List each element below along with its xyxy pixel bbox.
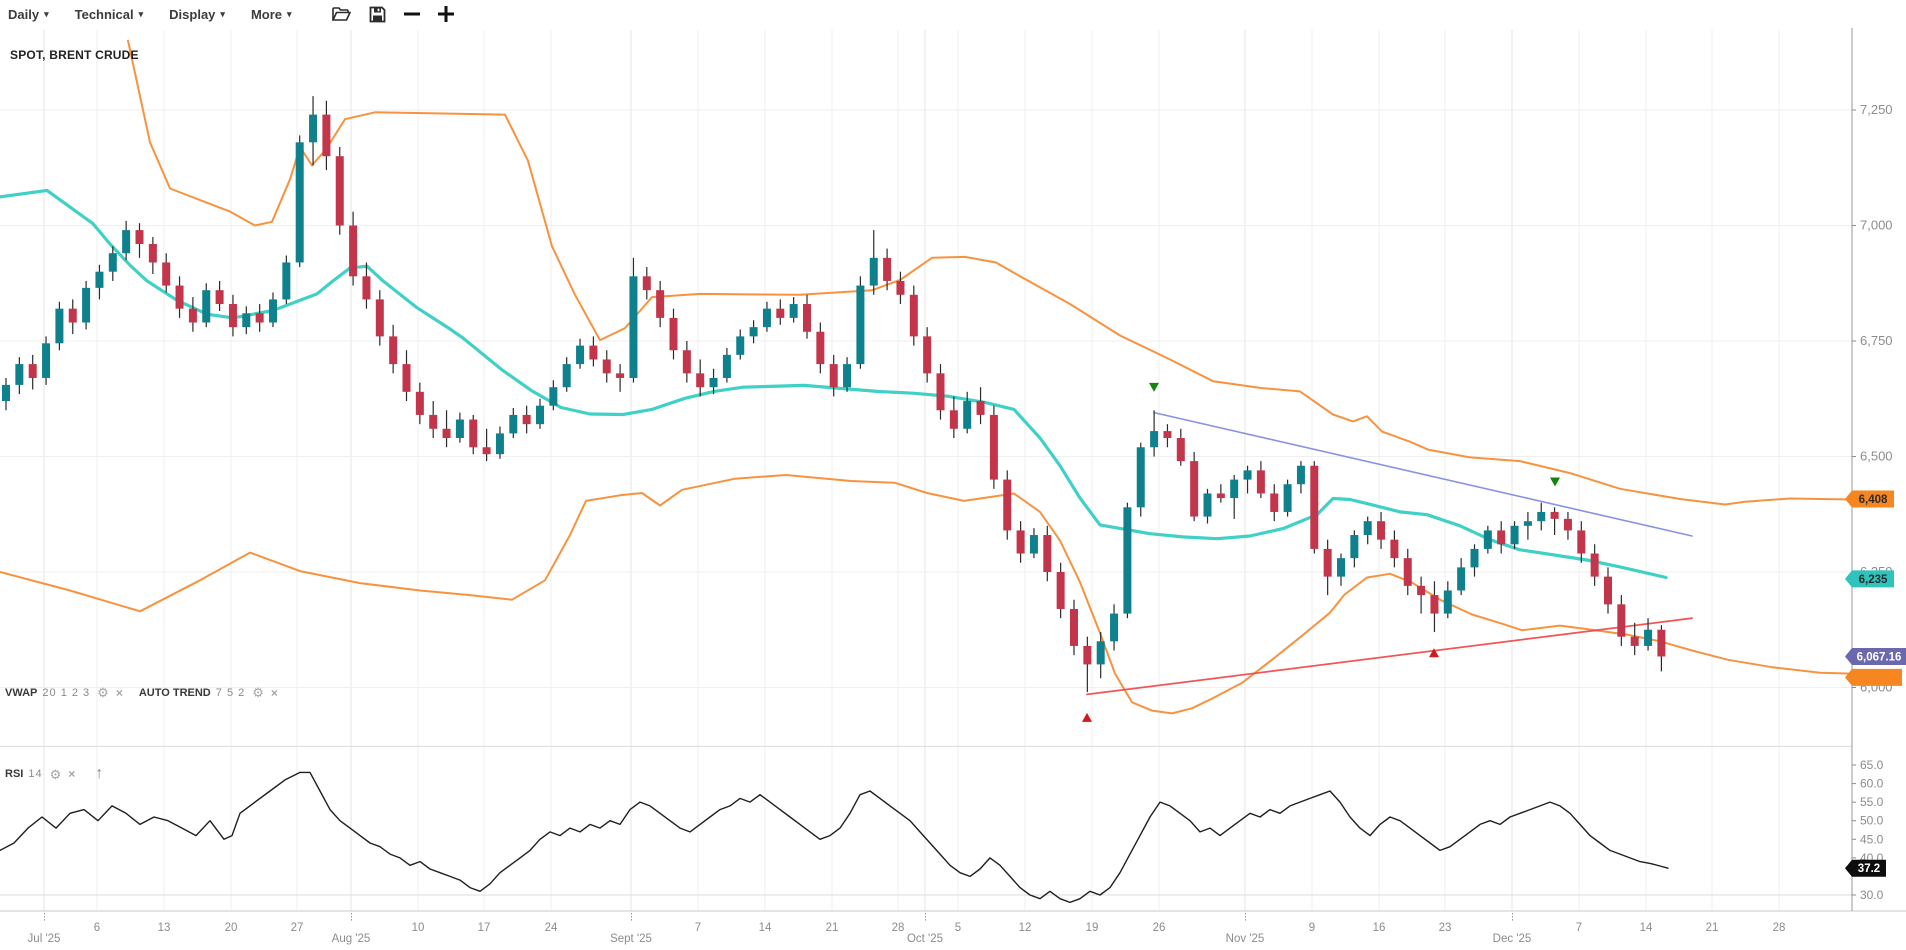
svg-text:28: 28 [892,922,905,934]
autotrend-indicator-params: 7 5 2 [215,686,246,699]
svg-text:13: 13 [158,922,171,934]
minus-icon [403,12,420,16]
svg-text:26: 26 [1153,922,1166,934]
menu-display[interactable]: Display ▾ [169,7,225,22]
svg-text:Jul '25: Jul '25 [28,933,61,945]
vwap-settings-gear-icon[interactable]: ⚙ [97,685,109,700]
zoom-out-button[interactable] [403,4,420,24]
chevron-down-icon: ▾ [44,8,49,19]
svg-text:5: 5 [955,922,961,934]
buy-signal-triangle-icon [1082,712,1092,722]
autotrend-lines [1086,411,1693,696]
rsi-axis: 65.060.055.050.045.040.030.0 [1852,758,1884,902]
vwap-remove-icon[interactable]: × [115,685,123,700]
svg-text:14: 14 [1640,922,1653,934]
floppy-disk-icon [369,6,385,22]
axis-badges: 6,408 6,235 6,067.16 37.2 [1845,490,1906,877]
autotrend-settings-gear-icon[interactable]: ⚙ [252,685,264,700]
svg-text:Dec '25: Dec '25 [1493,933,1532,945]
last-price-badge [1845,647,1906,665]
rsi-value-badge [1845,859,1886,877]
svg-text:19: 19 [1086,922,1099,934]
menu-label: Technical [74,6,134,22]
svg-text:60.0: 60.0 [1860,777,1884,791]
svg-text:Aug '25: Aug '25 [332,933,371,945]
save-button[interactable] [369,4,386,24]
chevron-down-icon: ▾ [287,8,292,19]
autotrend-indicator-label: AUTO TREND [138,686,211,699]
menu-label: Daily [8,6,40,22]
svg-text:6,067.16: 6,067.16 [1857,651,1902,663]
svg-text:12: 12 [1019,922,1032,934]
svg-text:6,500: 6,500 [1860,449,1893,464]
svg-text:14: 14 [759,922,772,934]
vwap-center-line [0,188,1668,580]
svg-text:Nov '25: Nov '25 [1226,933,1265,945]
rsi-line [0,771,1669,904]
chevron-down-icon: ▾ [220,8,225,19]
svg-text:6,235: 6,235 [1859,574,1888,586]
rsi-legend-row: RSI 14 ⚙ × ↑ [5,765,103,783]
move-pane-up-icon[interactable]: ↑ [95,765,104,782]
svg-text:65.0: 65.0 [1860,758,1884,772]
vwap-indicator-params: 20 1 2 3 [42,686,91,699]
svg-text:27: 27 [291,922,304,934]
overlay-legend-row: VWAP 20 1 2 3 ⚙ × AUTO TREND 7 5 2 ⚙ × [5,686,278,699]
svg-text:6,750: 6,750 [1860,333,1893,348]
rsi-indicator-label: RSI [5,768,24,780]
svg-text:45.0: 45.0 [1860,832,1884,846]
rsi-settings-gear-icon[interactable]: ⚙ [49,766,62,782]
svg-text:21: 21 [826,922,839,934]
menu-technical[interactable]: Technical ▾ [75,7,144,22]
svg-text:55.0: 55.0 [1860,795,1884,809]
upper-band-price-badge [1845,490,1894,508]
svg-text:23: 23 [1439,922,1452,934]
plus-icon [437,6,454,22]
svg-text:50.0: 50.0 [1860,814,1884,828]
menu-timeframe-daily[interactable]: Daily ▾ [8,7,49,22]
menu-label: Display [169,6,216,22]
svg-text:28: 28 [1773,922,1786,934]
svg-text:30.0: 30.0 [1860,888,1884,902]
sell-signal-triangle-icon [1550,477,1560,487]
svg-text:6: 6 [94,922,100,934]
toolbar: Daily ▾ Technical ▾ Display ▾ More ▾ [0,0,1906,28]
rsi-indicator-params: 14 [28,768,43,780]
candles [2,96,1666,693]
autotrend-remove-icon[interactable]: × [270,685,278,700]
svg-text:Oct '25: Oct '25 [907,933,943,945]
menu-label: More [250,6,282,22]
svg-text:9: 9 [1309,922,1315,934]
svg-text:6,408: 6,408 [1859,494,1888,506]
chevron-down-icon: ▾ [138,8,144,19]
svg-text:20: 20 [225,922,238,934]
svg-text:17: 17 [478,922,491,934]
svg-text:24: 24 [545,922,558,934]
menu-more[interactable]: More ▾ [251,7,292,22]
symbol-label: SPOT, BRENT CRUDE [10,48,139,62]
svg-text:7: 7 [1576,922,1582,934]
ma-price-badge [1845,570,1894,588]
signal-markers [1082,382,1560,722]
time-axis: Jul '25 6 13 20 27 Aug '25 10 17 24 Sept '25 7 14 21… [28,913,1786,945]
buy-signal-triangle-icon [1429,648,1439,658]
vwap-indicator-label: VWAP [5,686,38,699]
svg-text:21: 21 [1706,922,1719,934]
svg-text:16: 16 [1373,922,1386,934]
svg-text:37.2: 37.2 [1858,863,1880,875]
zoom-in-button[interactable] [437,4,454,24]
rsi-remove-icon[interactable]: × [68,767,76,781]
open-folder-icon [331,7,351,21]
svg-text:7: 7 [695,922,701,934]
svg-text:Sept '25: Sept '25 [610,933,652,945]
lower-band-price-badge [1845,668,1902,686]
svg-text:10: 10 [412,922,425,934]
svg-text:7,250: 7,250 [1860,102,1893,117]
open-file-button[interactable] [331,4,351,24]
sell-signal-triangle-icon [1149,382,1159,392]
svg-text:7,000: 7,000 [1860,218,1893,233]
